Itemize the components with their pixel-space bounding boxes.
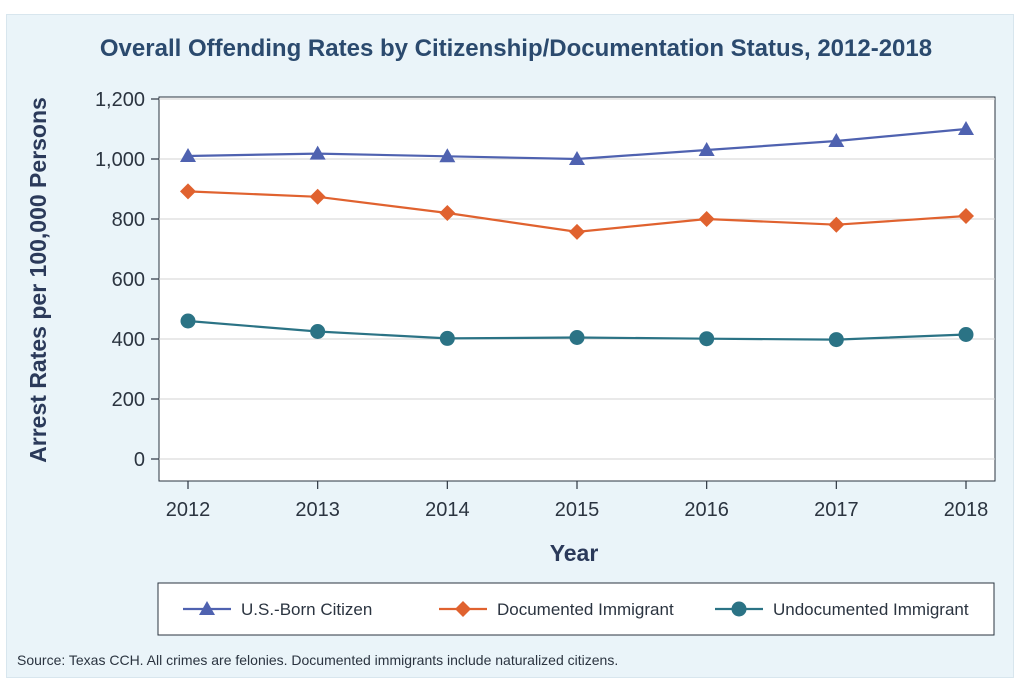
- y-axis-label: Arrest Rates per 100,000 Persons: [25, 97, 51, 463]
- data-point: [958, 121, 974, 135]
- data-point: [180, 148, 196, 162]
- x-tick-label: 2015: [555, 499, 600, 521]
- data-point: [309, 145, 326, 160]
- data-point: [699, 331, 715, 347]
- data-point: [569, 330, 585, 345]
- data-point: [439, 205, 456, 221]
- y-tick-label: 800: [112, 209, 145, 231]
- data-point: [309, 188, 326, 205]
- legend-label: U.S.-Born Citizen: [241, 600, 372, 619]
- data-point: [958, 208, 974, 224]
- data-point: [439, 148, 456, 163]
- y-tick-label: 1,000: [95, 149, 145, 171]
- y-tick-label: 400: [112, 329, 145, 351]
- x-axis: 2012 2013 2014 2015 2016 2017 2018: [166, 481, 989, 521]
- source-note: Source: Texas CCH. All crimes are feloni…: [17, 652, 618, 668]
- data-point: [439, 330, 455, 346]
- legend-marker: [455, 601, 471, 617]
- y-tick-label: 1,200: [95, 89, 145, 111]
- legend-label: Documented Immigrant: [497, 600, 674, 619]
- legend-marker: [199, 601, 215, 615]
- x-tick-label: 2017: [814, 499, 859, 521]
- data-point: [958, 327, 974, 342]
- data-point: [569, 151, 585, 165]
- y-tick-label: 0: [134, 449, 145, 471]
- legend: U.S.-Born Citizen Documented Immigrant Und…: [183, 600, 969, 619]
- data-point: [698, 211, 715, 227]
- x-tick-label: 2013: [295, 499, 340, 521]
- data-point: [828, 216, 845, 233]
- data-point: [569, 223, 585, 240]
- x-tick-label: 2012: [166, 499, 211, 521]
- x-tick-label: 2016: [684, 499, 729, 521]
- line-chart: Overall Offending Rates by Citizenship/D…: [17, 35, 996, 668]
- series-group: [180, 121, 974, 348]
- data-point: [310, 324, 326, 339]
- data-point: [828, 133, 845, 147]
- chart-frame: Overall Offending Rates by Citizenship/D…: [6, 14, 1014, 678]
- legend-box: [157, 582, 995, 636]
- y-axis: 0 200 400 600 800 1,000 1,200: [95, 89, 159, 471]
- x-axis-label: Year: [550, 540, 599, 566]
- y-tick-label: 200: [112, 389, 145, 411]
- data-point: [180, 313, 196, 329]
- y-tick-label: 600: [112, 269, 145, 291]
- legend-label: Undocumented Immigrant: [773, 600, 969, 619]
- data-point: [828, 332, 844, 348]
- data-point: [180, 183, 196, 200]
- data-point: [698, 142, 715, 156]
- x-tick-label: 2014: [425, 499, 470, 521]
- legend-marker: [731, 601, 747, 617]
- chart-title: Overall Offending Rates by Citizenship/D…: [100, 35, 932, 62]
- x-tick-label: 2018: [944, 499, 989, 521]
